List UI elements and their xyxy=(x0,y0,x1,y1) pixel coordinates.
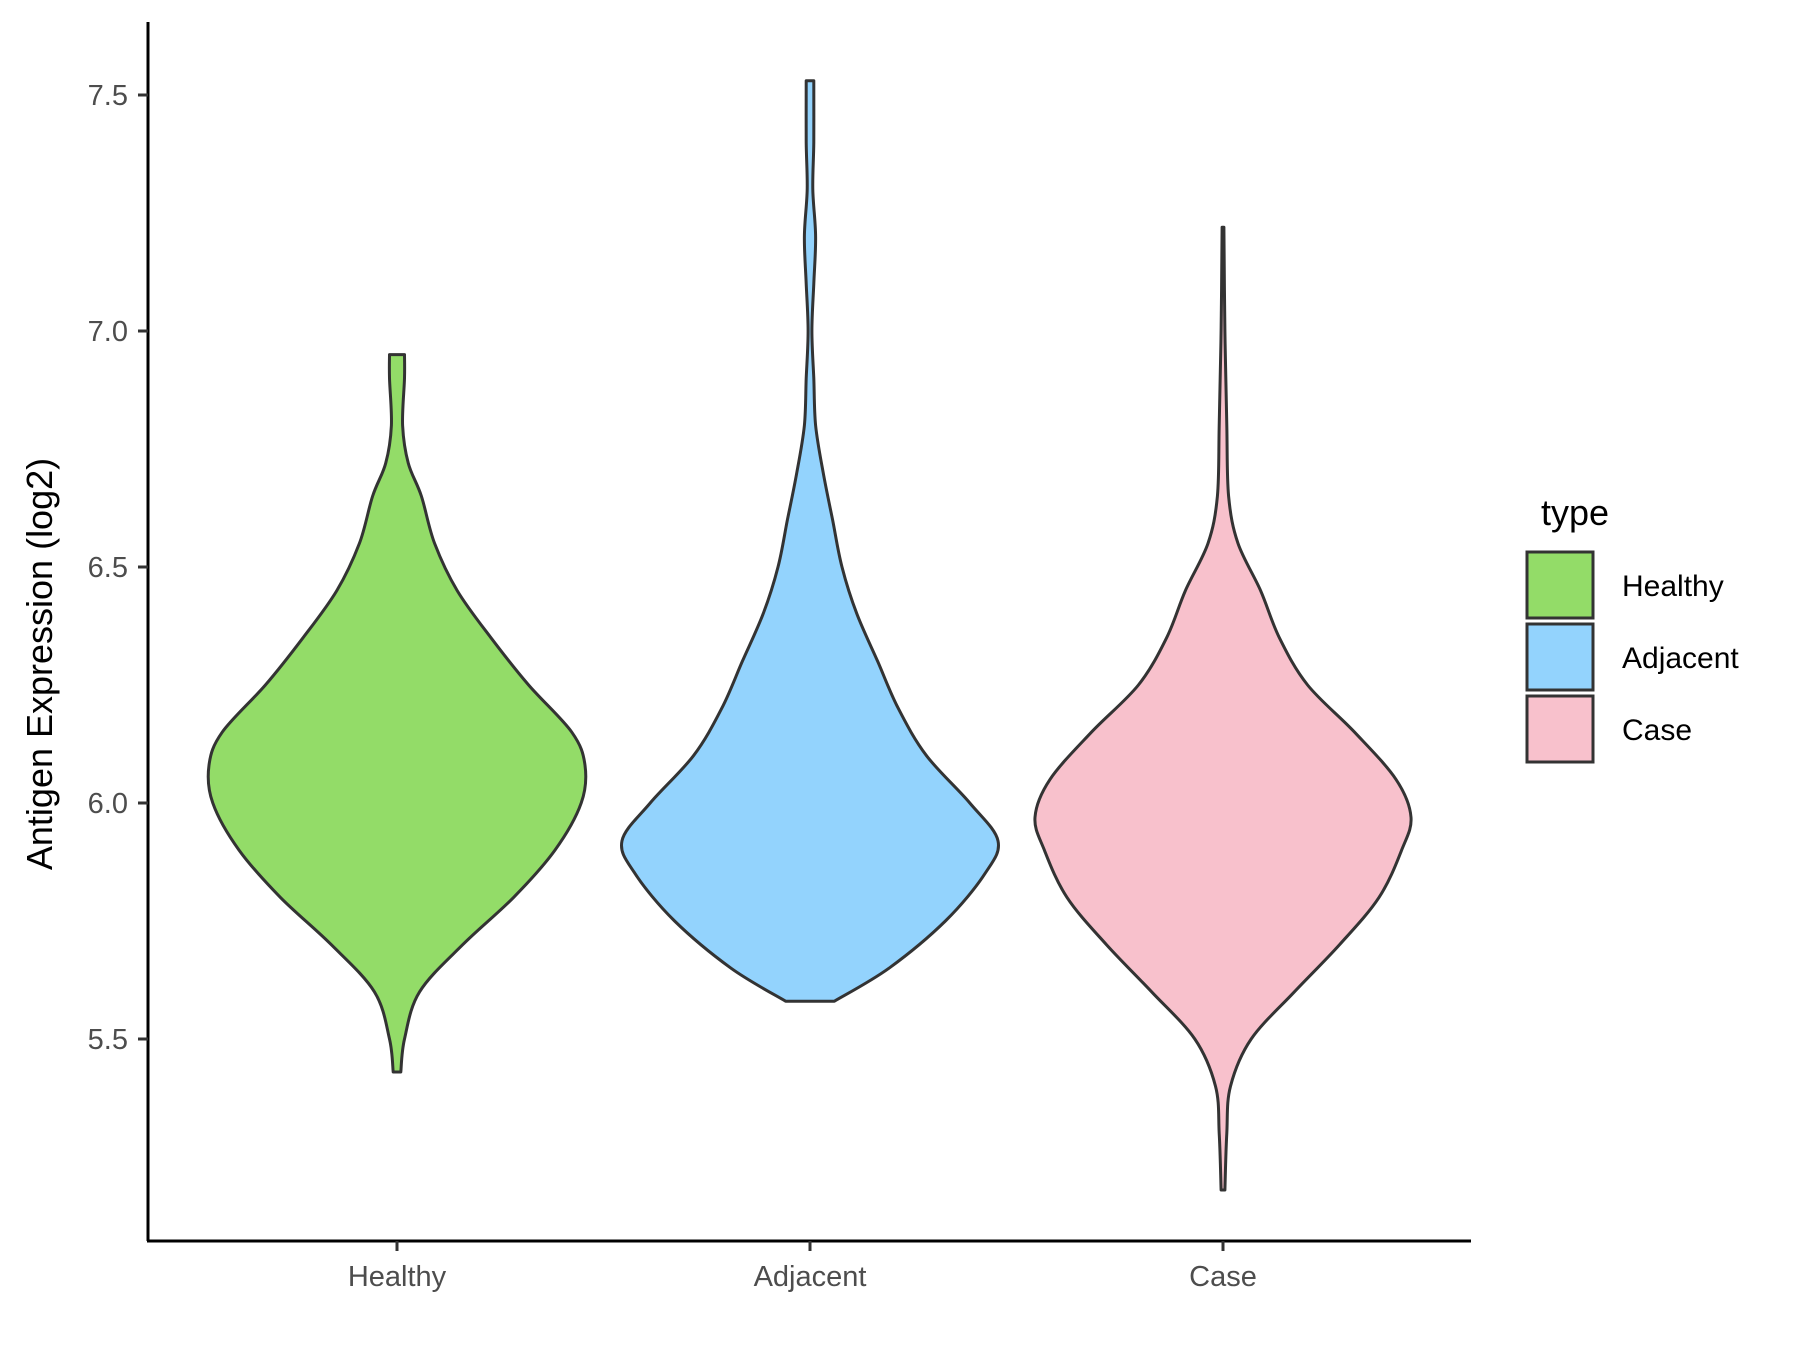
y-tick-label: 5.5 xyxy=(88,1024,128,1056)
y-tick-label: 6.5 xyxy=(88,552,128,584)
x-tick-label: Adjacent xyxy=(754,1261,867,1293)
y-axis-title: Antigen Expression (log2) xyxy=(19,458,60,870)
legend-label-healthy: Healthy xyxy=(1622,570,1724,603)
violin-healthy xyxy=(206,353,588,1074)
legend-label-case: Case xyxy=(1622,714,1692,747)
y-axis-ticks: 5.5 6.0 6.5 7.0 7.5 xyxy=(88,80,148,1056)
violin-layer xyxy=(206,79,1413,1192)
legend-title: type xyxy=(1541,492,1609,533)
x-axis-ticks: Healthy Adjacent Case xyxy=(348,1241,1257,1293)
legend-swatch-case xyxy=(1525,694,1595,764)
y-tick-label: 6.0 xyxy=(88,788,128,820)
x-tick-label: Healthy xyxy=(348,1261,447,1293)
legend-label-adjacent: Adjacent xyxy=(1622,642,1739,675)
violin-case xyxy=(1033,225,1413,1192)
legend-swatch-healthy xyxy=(1525,550,1595,620)
legend-swatch-adjacent xyxy=(1525,622,1595,692)
legend: Healthy Adjacent Case xyxy=(1525,550,1739,764)
y-tick-label: 7.5 xyxy=(88,80,128,112)
x-tick-label: Case xyxy=(1189,1261,1257,1293)
violin-adjacent xyxy=(619,79,1001,1003)
y-tick-label: 7.0 xyxy=(88,316,128,348)
